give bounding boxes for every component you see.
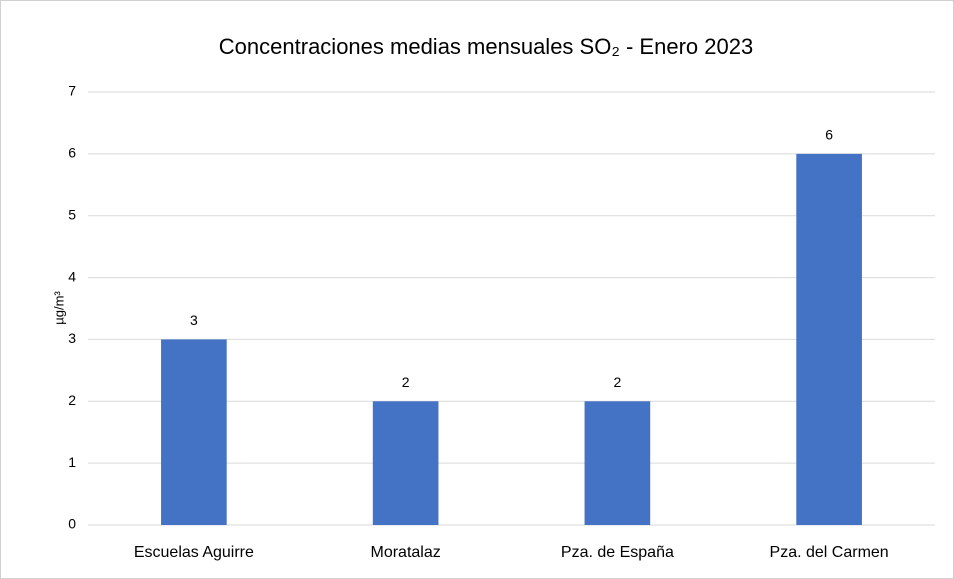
y-axis-label: µg/m³: [51, 291, 66, 325]
bar: [372, 401, 439, 525]
data-label: 6: [825, 127, 833, 143]
y-tick-label: 4: [68, 268, 76, 284]
x-tick-label: Escuelas Aguirre: [134, 544, 254, 561]
x-tick-label: Pza. de España: [561, 544, 674, 561]
y-tick-label: 6: [68, 145, 76, 161]
y-tick-label: 5: [68, 206, 76, 222]
y-tick-label: 2: [68, 392, 76, 408]
data-label: 2: [613, 374, 621, 390]
data-label: 2: [402, 374, 410, 390]
x-tick-label: Moratalaz: [371, 544, 441, 561]
y-tick-label: 0: [68, 516, 76, 532]
y-tick-label: 7: [68, 83, 76, 99]
y-tick-label: 1: [68, 454, 76, 470]
x-tick-label: Pza. del Carmen: [770, 544, 889, 561]
y-tick-label: 3: [68, 330, 76, 346]
data-label: 3: [190, 312, 198, 328]
bar: [161, 339, 227, 525]
bar: [584, 401, 651, 525]
chart-title: Concentraciones medias mensuales SO₂ - E…: [219, 34, 753, 59]
bar: [796, 153, 862, 525]
